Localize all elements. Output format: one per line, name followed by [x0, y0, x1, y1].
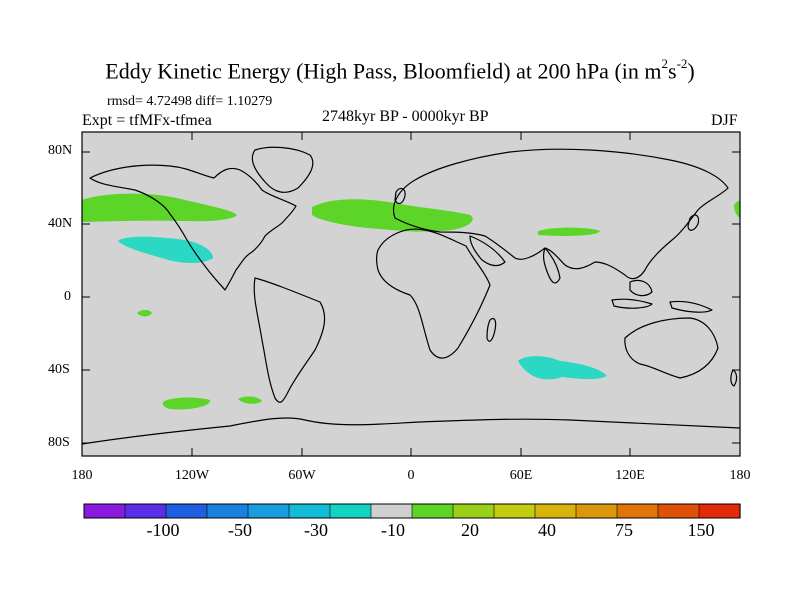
coast-british-isles — [394, 187, 406, 205]
lon-label-180w: 180 — [71, 468, 93, 483]
axis-ticks — [82, 132, 740, 456]
colorbar-swatch — [493, 503, 536, 519]
coast-india — [542, 247, 561, 284]
colorbar-swatch — [247, 503, 290, 519]
colorbar-swatch — [288, 503, 331, 519]
colorbar-swatch — [657, 503, 700, 519]
plot-title: Eddy Kinetic Energy (High Pass, Bloomfie… — [105, 56, 695, 84]
patch-tropical-pacific — [137, 310, 152, 317]
coast-borneo — [629, 279, 653, 297]
colorbar-label-8: 150 — [687, 520, 715, 540]
colorbar-swatch — [616, 503, 659, 519]
colorbar-swatch — [165, 503, 208, 519]
experiment-label: Expt = tfMFx-tfmea — [82, 112, 212, 129]
colorbar-swatch — [452, 503, 495, 519]
lat-label-0: 0 — [64, 289, 71, 304]
coast-new-zealand — [730, 369, 738, 387]
patch-southern-pacific-east — [238, 396, 262, 404]
coast-south-america — [253, 277, 326, 403]
coastline-map — [81, 146, 741, 445]
patch-southern-pacific — [162, 397, 211, 410]
lon-label-60w: 60W — [288, 468, 316, 483]
colorbar-label-6: 40 — [538, 520, 556, 540]
colorbar-label-7: 75 — [615, 520, 633, 540]
lon-label-180e: 180 — [729, 468, 751, 483]
positive-anomaly-patches — [82, 193, 740, 410]
colorbar-swatch — [329, 503, 372, 519]
colorbar-swatch — [206, 503, 249, 519]
coast-australia — [624, 317, 719, 379]
lon-label-120e: 120E — [615, 468, 645, 483]
lat-label-40s: 40S — [48, 362, 70, 377]
coast-africa — [375, 228, 491, 359]
lon-label-120w: 120W — [174, 468, 210, 483]
colorbar-label-3: -30 — [304, 520, 328, 540]
coast-north-america — [89, 164, 297, 291]
colorbar-swatch — [534, 503, 577, 519]
patch-south-indian-ocean — [518, 356, 607, 380]
coast-new-guinea — [669, 300, 713, 313]
coast-antarctica — [81, 417, 741, 445]
patch-north-pacific — [82, 193, 237, 222]
coast-greenland — [251, 146, 314, 193]
colorbar-swatch — [411, 503, 454, 519]
patch-north-atlantic-eurasia — [312, 199, 473, 232]
colorbar-frame — [83, 503, 741, 519]
coast-maritime-se-asia — [611, 298, 653, 309]
colorbar-swatch — [370, 503, 413, 519]
lat-label-80s: 80S — [48, 435, 70, 450]
lat-label-80n: 80N — [48, 143, 73, 158]
coast-arabia — [469, 235, 506, 267]
colorbar-label-5: 20 — [461, 520, 479, 540]
colorbar-label-2: -50 — [228, 520, 252, 540]
lon-label-0: 0 — [407, 468, 415, 483]
lat-label-40n: 40N — [48, 216, 73, 231]
rmsd-diff-stats: rmsd= 4.72498 diff= 1.10279 — [107, 94, 273, 109]
colorbar-swatch — [124, 503, 167, 519]
coast-eurasia — [393, 148, 729, 280]
colorbar-swatch — [575, 503, 618, 519]
season-label: DJF — [711, 112, 738, 129]
colorbar — [83, 503, 741, 519]
patch-dateline-east — [734, 200, 740, 218]
colorbar-label-1: -100 — [146, 520, 180, 540]
coast-japan — [687, 214, 700, 231]
lon-label-60e: 60E — [509, 468, 533, 483]
colorbar-label-4: -10 — [381, 520, 405, 540]
coast-madagascar — [486, 317, 497, 342]
colorbar-swatch — [83, 503, 126, 519]
period-label: 2748kyr BP - 0000kyr BP — [322, 108, 489, 125]
patch-central-asia — [538, 227, 600, 236]
colorbar-swatch — [698, 503, 741, 519]
